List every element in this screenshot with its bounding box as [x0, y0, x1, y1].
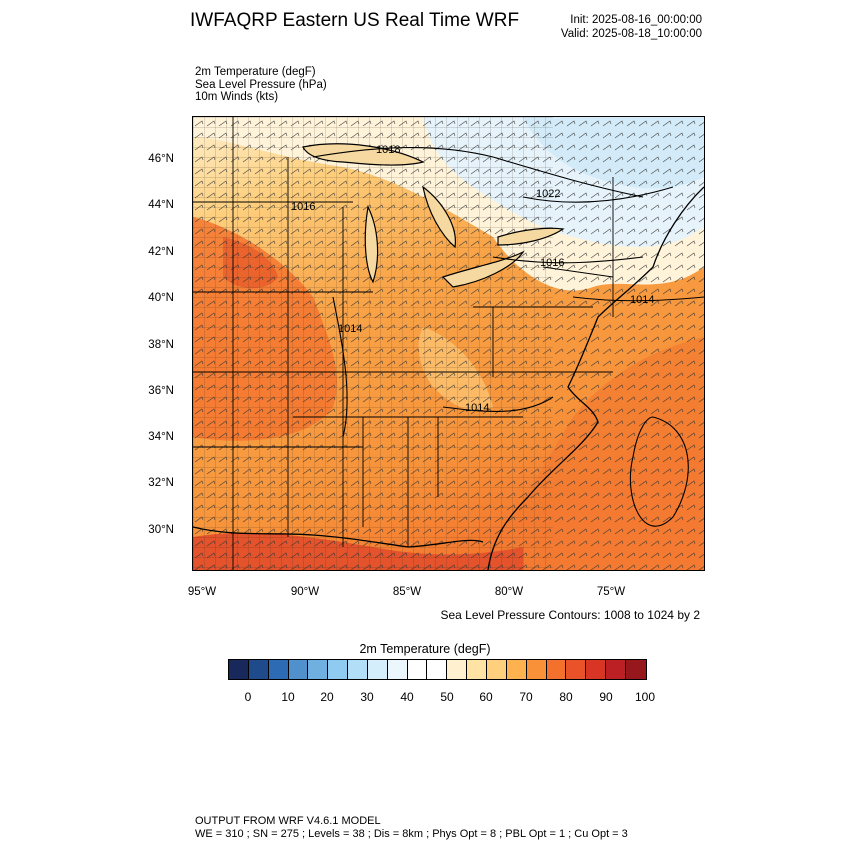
valid-time: Valid: 2025-08-18_10:00:00: [560, 28, 702, 40]
lat-label: 42°N: [148, 246, 174, 258]
lon-label: 80°W: [494, 586, 524, 598]
isobar-label: 1016: [291, 201, 316, 213]
footer-line-1: OUTPUT FROM WRF V4.6.1 MODEL: [195, 815, 381, 827]
isobar-label: 1022: [536, 188, 561, 200]
isobars: [312, 147, 704, 527]
lat-label: 30°N: [148, 524, 174, 536]
field-list: 2m Temperature (degF) Sea Level Pressure…: [195, 66, 327, 104]
colorbar-label: 90: [599, 690, 613, 704]
colorbar-box: [229, 660, 249, 679]
footer-line-2: WE = 310 ; SN = 275 ; Levels = 38 ; Dis …: [195, 827, 628, 840]
colorbar-box: [546, 660, 567, 679]
lat-label: 46°N: [148, 153, 174, 165]
colorbar-box: [526, 660, 547, 679]
colorbar-box: [606, 660, 626, 679]
colorbar-box: [486, 660, 507, 679]
colorbar-box: [407, 660, 428, 679]
lon-label: 95°W: [187, 586, 217, 598]
lat-label: 34°N: [148, 431, 174, 443]
lat-label: 32°N: [148, 477, 174, 489]
colorbar-box: [447, 660, 468, 679]
lon-label: 75°W: [596, 586, 626, 598]
colorbar-label: 20: [320, 690, 334, 704]
colorbar-box: [387, 660, 408, 679]
colorbar-label: 30: [360, 690, 374, 704]
colorbar-label: 100: [634, 690, 656, 704]
isobar-label: 1016: [540, 257, 565, 269]
colorbar-label: 40: [400, 690, 414, 704]
colorbar: [228, 659, 647, 680]
colorbar-box: [308, 660, 329, 679]
colorbar-box: [367, 660, 388, 679]
colorbar-label: 80: [559, 690, 573, 704]
colorbar-label: 10: [281, 690, 295, 704]
plot-title: IWFAQRP Eastern US Real Time WRF: [190, 10, 520, 31]
init-time: Init: 2025-08-16_00:00:00: [570, 14, 702, 26]
lat-label: 36°N: [148, 385, 174, 397]
lat-label: 40°N: [148, 292, 174, 304]
model-footer: OUTPUT FROM WRF V4.6.1 MODEL WE = 310 ; …: [195, 815, 628, 840]
isobar-label: 1014: [630, 294, 655, 306]
lon-label: 90°W: [290, 586, 320, 598]
colorbar-label: 50: [440, 690, 454, 704]
state-borders: [193, 117, 614, 570]
colorbar-label: 0: [244, 690, 252, 704]
gulf-coastline: [193, 526, 484, 548]
wind-barbs: [193, 117, 704, 570]
run-times: Init: 2025-08-16_00:00:00 Valid: 2025-08…: [561, 13, 702, 41]
lat-label: 38°N: [148, 339, 174, 351]
colorbar-box: [467, 660, 487, 679]
colorbar-title: 2m Temperature (degF): [359, 642, 491, 656]
colorbar-box: [625, 660, 646, 679]
lon-label: 85°W: [392, 586, 422, 598]
isobar-label: 1018: [376, 144, 401, 156]
map-canvas: [193, 117, 704, 570]
field-pressure: Sea Level Pressure (hPa): [195, 78, 327, 91]
lat-label: 44°N: [148, 199, 174, 211]
field-winds: 10m Winds (kts): [195, 91, 279, 103]
colorbar-box: [348, 660, 368, 679]
colorbar-box: [586, 660, 607, 679]
colorbar-box: [328, 660, 349, 679]
field-temperature: 2m Temperature (degF): [195, 66, 316, 78]
colorbar-box: [506, 660, 527, 679]
contour-note: Sea Level Pressure Contours: 1008 to 102…: [440, 608, 701, 622]
isobar-label: 1014: [338, 323, 363, 335]
colorbar-label: 70: [519, 690, 533, 704]
colorbar-box: [566, 660, 587, 679]
colorbar-box: [248, 660, 269, 679]
isobar-label: 1014: [465, 402, 490, 414]
colorbar-box: [427, 660, 448, 679]
coastline: [487, 186, 704, 570]
colorbar-label: 60: [479, 690, 493, 704]
great-lakes: [302, 143, 565, 288]
weather-map: 1018 1022 1016 1014 1014 1014 1016: [192, 116, 705, 571]
colorbar-box: [288, 660, 309, 679]
colorbar-box: [268, 660, 289, 679]
